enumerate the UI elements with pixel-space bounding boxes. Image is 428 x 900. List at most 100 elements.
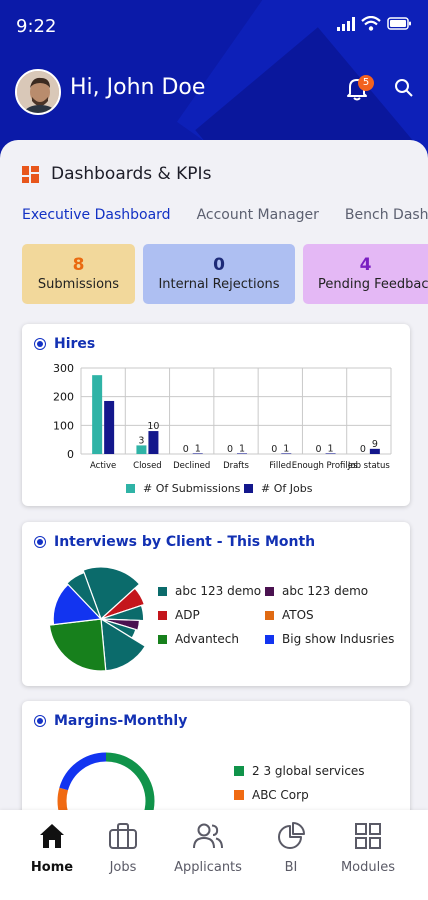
legend-label: abc 123 demo	[282, 584, 369, 598]
bar	[148, 431, 159, 454]
card-header: Interviews by Client - This Month	[34, 534, 315, 550]
nav-modules[interactable]: Modules	[326, 822, 410, 875]
data-label: 1	[239, 443, 245, 454]
wifi-icon	[361, 16, 381, 31]
users-icon	[193, 823, 223, 849]
x-tick-label: Closed	[133, 461, 162, 471]
legend-item: abc 123 demo	[158, 584, 261, 598]
status-icons	[337, 16, 412, 31]
kpi-label: Pending Feedback	[318, 277, 428, 292]
legend-swatch	[126, 484, 135, 493]
data-label: 0	[227, 444, 233, 455]
legend-label: # Of Jobs	[261, 482, 313, 495]
nav-jobs[interactable]: Jobs	[81, 822, 165, 875]
card-title: Interviews by Client - This Month	[54, 534, 316, 550]
legend-swatch	[158, 610, 167, 620]
dashboard-tabs: Executive Dashboard Account Manager Benc…	[22, 207, 428, 223]
battery-icon	[387, 17, 411, 30]
legend-label: ATOS	[282, 608, 314, 622]
data-label: 9	[372, 439, 378, 450]
data-label: 10	[147, 421, 159, 432]
y-tick-label: 300	[53, 362, 74, 375]
tab-account-manager[interactable]: Account Manager	[196, 207, 319, 223]
legend-label: ABC Corp	[252, 788, 309, 802]
nav-label: Home	[30, 860, 74, 875]
x-tick-label: Filled	[269, 461, 291, 471]
legend-item: # Of Submissions	[126, 482, 240, 495]
nav-home[interactable]: Home	[10, 822, 94, 875]
status-time: 9:22	[16, 16, 57, 37]
bar	[237, 453, 247, 454]
kpi-card-submissions[interactable]: 8 Submissions	[22, 244, 135, 304]
radio-dot-icon	[34, 338, 46, 350]
legend-item: abc 123 demo	[265, 584, 368, 598]
avatar[interactable]	[15, 69, 61, 115]
card-header: Hires	[34, 336, 95, 352]
x-tick-label: Active	[90, 461, 116, 471]
legend-label: Advantech	[175, 632, 239, 646]
data-label: 0	[271, 444, 277, 455]
hires-card: Hires 300 200 100 0 Active 3 10 Closed 0 1 Decline…	[22, 324, 410, 506]
legend-item: ATOS	[265, 608, 314, 622]
kpi-card-internal-rejections[interactable]: 0 Internal Rejections	[143, 244, 295, 304]
card-title: Hires	[54, 336, 96, 352]
nav-label: Jobs	[109, 860, 137, 875]
legend-label: Big show Indusries	[282, 632, 395, 646]
status-bar: 9:22	[0, 0, 428, 54]
pie-chart-icon	[278, 822, 305, 849]
legend-swatch	[265, 586, 274, 596]
legend-swatch	[265, 610, 274, 620]
nav-label: Applicants	[174, 860, 242, 875]
kpi-label: Submissions	[37, 277, 120, 292]
pie-slice	[100, 604, 145, 622]
bar	[136, 445, 147, 454]
section-header: Dashboards & KPIs	[22, 164, 211, 184]
margins-card: Margins-Monthly 2 3 global services ABC …	[22, 701, 410, 831]
grid-icon	[355, 823, 381, 849]
legend-item: ABC Corp	[234, 788, 309, 802]
legend-label: # Of Submissions	[143, 482, 241, 495]
donut-segment	[57, 752, 155, 831]
legend-item: ADP	[158, 608, 200, 622]
pie-slice	[48, 618, 107, 672]
legend-swatch	[158, 586, 167, 596]
pie-slice	[66, 571, 102, 620]
x-tick-label: Job status	[347, 461, 390, 471]
data-label: 3	[138, 435, 144, 446]
legend-label: 2 3 global services	[252, 764, 365, 778]
bar	[192, 453, 203, 454]
pie-slice	[100, 587, 146, 620]
card-title: Margins-Monthly	[54, 713, 188, 729]
x-tick-label: Declined	[173, 461, 210, 471]
tab-bench-dashboard[interactable]: Bench Dash	[344, 207, 428, 223]
card-header: Margins-Monthly	[34, 713, 187, 729]
home-icon	[40, 824, 64, 848]
y-tick-label: 200	[53, 391, 74, 404]
legend-item: Big show Indusries	[265, 632, 394, 646]
bar	[281, 453, 292, 454]
search-button[interactable]	[394, 78, 414, 102]
kpi-card-pending-feedback[interactable]: 4 Pending Feedback	[303, 244, 428, 304]
y-tick-label: 100	[53, 419, 74, 432]
interviews-pie-chart	[48, 566, 147, 672]
data-label: 0	[360, 444, 366, 455]
x-tick-label: Drafts	[223, 461, 249, 471]
app-header: 9:22 Hi, John Doe	[0, 0, 428, 160]
signal-icon	[337, 16, 355, 31]
tab-executive-dashboard[interactable]: Executive Dashboard	[22, 207, 171, 223]
briefcase-icon	[109, 823, 137, 849]
section-title: Dashboards & KPIs	[51, 164, 212, 184]
kpi-label: Internal Rejections	[158, 277, 280, 292]
legend-swatch	[234, 766, 244, 776]
nav-applicants[interactable]: Applicants	[166, 822, 250, 875]
dashboard-icon	[22, 165, 39, 183]
legend-label: abc 123 demo	[175, 584, 262, 598]
kpi-value: 8	[72, 255, 85, 275]
bar	[325, 453, 336, 454]
bar	[104, 400, 115, 454]
nav-bi[interactable]: BI	[249, 822, 333, 875]
data-label: 1	[283, 443, 289, 454]
search-icon	[395, 79, 413, 97]
data-label: 1	[195, 443, 201, 454]
